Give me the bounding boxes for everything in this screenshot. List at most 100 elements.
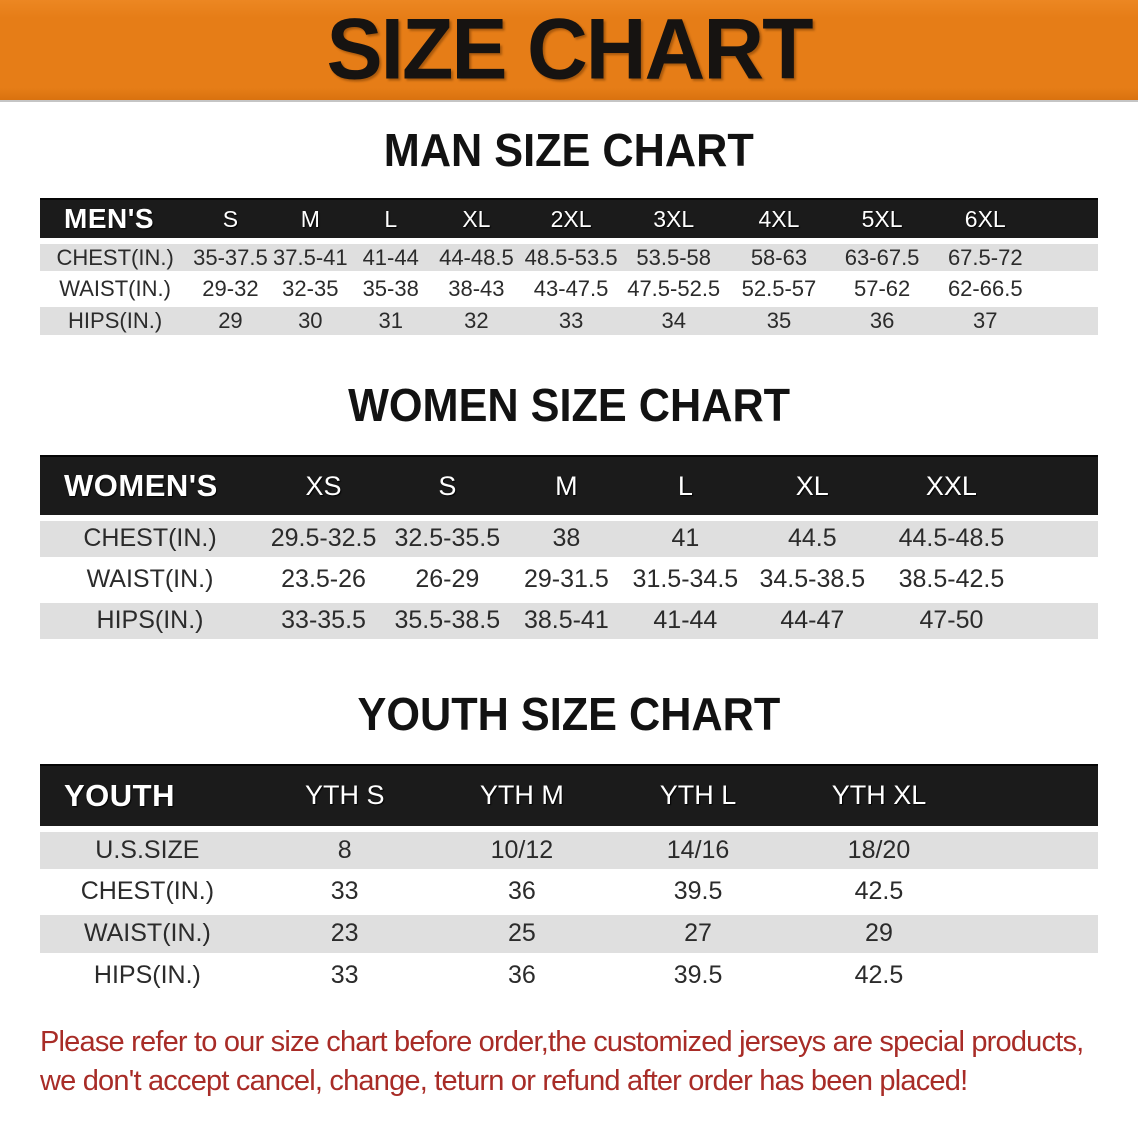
size-value-cell: 38-43 <box>431 273 522 307</box>
size-column-header: M <box>507 455 626 521</box>
size-value-cell: 32 <box>431 305 522 339</box>
men-size-table-wrap: MEN'S S M L XL 2XL 3XL 4XL 5XL 6XL CHEST(IN.) 35-37… <box>40 198 1098 339</box>
size-column-header: YTH S <box>254 763 435 832</box>
size-value-cell: 23.5-26 <box>260 559 388 603</box>
size-table-label: YOUTH <box>40 763 255 832</box>
size-value-cell: 36 <box>434 870 610 915</box>
size-column-header: XS <box>260 455 388 521</box>
size-value-cell: 27 <box>609 912 787 957</box>
size-value-cell: 44-48.5 <box>431 241 522 275</box>
men-section-heading: MAN SIZE CHART <box>384 124 754 176</box>
size-value-cell: 48.5-53.5 <box>521 241 621 275</box>
size-value-cell: 14/16 <box>609 828 787 873</box>
spacer-cell <box>971 763 1098 832</box>
size-value-cell: 33 <box>521 305 621 339</box>
size-value-cell: 47-50 <box>878 600 1024 644</box>
size-value-cell: 63-67.5 <box>831 241 933 275</box>
size-row-label: CHEST(IN.) <box>40 241 191 275</box>
size-value-cell: 53.5-58 <box>620 241 727 275</box>
size-row-label: WAIST(IN.) <box>40 559 261 603</box>
size-row: WAIST(IN.) 23 25 27 29 <box>40 912 1098 957</box>
size-column-header: S <box>190 198 271 244</box>
size-value-cell: 29 <box>190 305 271 339</box>
size-value-cell: 38.5-42.5 <box>878 559 1024 603</box>
size-value-cell: 35-37.5 <box>190 241 271 275</box>
size-value-cell: 41-44 <box>349 241 432 275</box>
size-value-cell: 32-35 <box>270 273 350 307</box>
disclaimer: Please refer to our size chart before or… <box>40 1023 1138 1101</box>
size-row-label: HIPS(IN.) <box>40 600 261 644</box>
youth-size-table-wrap: YOUTH YTH S YTH M YTH L YTH XL U.S.SIZE 8 10/12… <box>40 763 1098 999</box>
size-value-cell: 38.5-41 <box>507 600 626 644</box>
size-column-header: L <box>625 455 746 521</box>
spacer-cell <box>1023 600 1098 644</box>
size-value-cell: 62-66.5 <box>932 273 1038 307</box>
disclaimer-line-1: Please refer to our size chart before or… <box>40 1025 1084 1058</box>
size-column-header: S <box>387 455 508 521</box>
size-value-cell: 35-38 <box>349 273 432 307</box>
size-column-header: YTH XL <box>786 763 971 832</box>
size-value-cell: 23 <box>254 912 435 957</box>
size-value-cell: 52.5-57 <box>726 273 832 307</box>
size-row-label: CHEST(IN.) <box>40 518 261 562</box>
spacer-cell <box>1037 198 1098 244</box>
size-value-cell: 42.5 <box>786 954 971 999</box>
size-table-label: WOMEN'S <box>40 455 261 521</box>
size-value-cell: 41-44 <box>625 600 746 644</box>
spacer-cell <box>1023 455 1098 521</box>
size-value-cell: 31.5-34.5 <box>625 559 746 603</box>
size-value-cell: 35.5-38.5 <box>387 600 508 644</box>
size-column-header: 6XL <box>932 198 1038 244</box>
size-value-cell: 57-62 <box>831 273 933 307</box>
disclaimer-line-2: we don't accept cancel, change, teturn o… <box>40 1064 968 1097</box>
spacer-cell <box>971 870 1098 915</box>
size-value-cell: 47.5-52.5 <box>620 273 727 307</box>
size-column-header: XL <box>745 455 879 521</box>
size-column-header: 2XL <box>521 198 621 244</box>
size-row: CHEST(IN.) 35-37.5 37.5-41 41-44 44-48.5 48.5… <box>40 241 1098 275</box>
size-value-cell: 8 <box>254 828 435 873</box>
section-youth: YOUTH SIZE CHART YOUTH YTH S YTH M YTH L YTH… <box>0 690 1138 999</box>
size-table: MEN'S S M L XL 2XL 3XL 4XL 5XL 6XL CHEST(IN.) 35-37… <box>40 198 1098 339</box>
size-column-header: 4XL <box>726 198 832 244</box>
size-column-header: XL <box>431 198 522 244</box>
size-column-header: M <box>270 198 350 244</box>
size-value-cell: 43-47.5 <box>521 273 621 307</box>
size-column-header: 3XL <box>620 198 727 244</box>
banner-title: SIZE CHART <box>326 1 813 98</box>
size-value-cell: 37 <box>932 305 1038 339</box>
size-value-cell: 35 <box>726 305 832 339</box>
section-men: MAN SIZE CHART MEN'S S M L XL 2XL 3XL 4XL 5XL 6XL… <box>0 126 1138 339</box>
size-value-cell: 36 <box>831 305 933 339</box>
size-value-cell: 29.5-32.5 <box>260 518 388 562</box>
women-size-table-wrap: WOMEN'S XS S M L XL XXL CHEST(IN.) 29.5-32.5 32.5… <box>40 455 1098 644</box>
size-value-cell: 31 <box>349 305 432 339</box>
size-row: HIPS(IN.) 33 36 39.5 42.5 <box>40 954 1098 999</box>
size-value-cell: 44.5 <box>745 518 879 562</box>
spacer-cell <box>1037 273 1098 307</box>
section-women: WOMEN SIZE CHART WOMEN'S XS S M L XL XXL CHEST(… <box>0 381 1138 644</box>
size-value-cell: 39.5 <box>609 870 787 915</box>
size-value-cell: 26-29 <box>387 559 508 603</box>
size-column-header: 5XL <box>831 198 933 244</box>
spacer-cell <box>971 828 1098 873</box>
size-value-cell: 34.5-38.5 <box>745 559 879 603</box>
size-table: WOMEN'S XS S M L XL XXL CHEST(IN.) 29.5-32.5 32.5… <box>40 455 1098 644</box>
size-row: HIPS(IN.) 29 30 31 32 33 34 35 36 37 <box>40 305 1098 339</box>
spacer-cell <box>1037 305 1098 339</box>
women-section-heading: WOMEN SIZE CHART <box>347 379 790 431</box>
spacer-cell <box>971 912 1098 957</box>
size-column-header: YTH L <box>609 763 787 832</box>
size-row: CHEST(IN.) 33 36 39.5 42.5 <box>40 870 1098 915</box>
spacer-cell <box>1023 559 1098 603</box>
size-row-label: WAIST(IN.) <box>40 273 191 307</box>
size-table: YOUTH YTH S YTH M YTH L YTH XL U.S.SIZE 8 10/12… <box>40 763 1098 999</box>
size-table-header-row: MEN'S S M L XL 2XL 3XL 4XL 5XL 6XL <box>40 198 1098 244</box>
size-row-label: HIPS(IN.) <box>40 305 191 339</box>
size-table-header-row: WOMEN'S XS S M L XL XXL <box>40 455 1098 521</box>
size-row-label: U.S.SIZE <box>40 828 255 873</box>
size-value-cell: 44-47 <box>745 600 879 644</box>
size-value-cell: 33-35.5 <box>260 600 388 644</box>
size-value-cell: 44.5-48.5 <box>878 518 1024 562</box>
size-value-cell: 42.5 <box>786 870 971 915</box>
